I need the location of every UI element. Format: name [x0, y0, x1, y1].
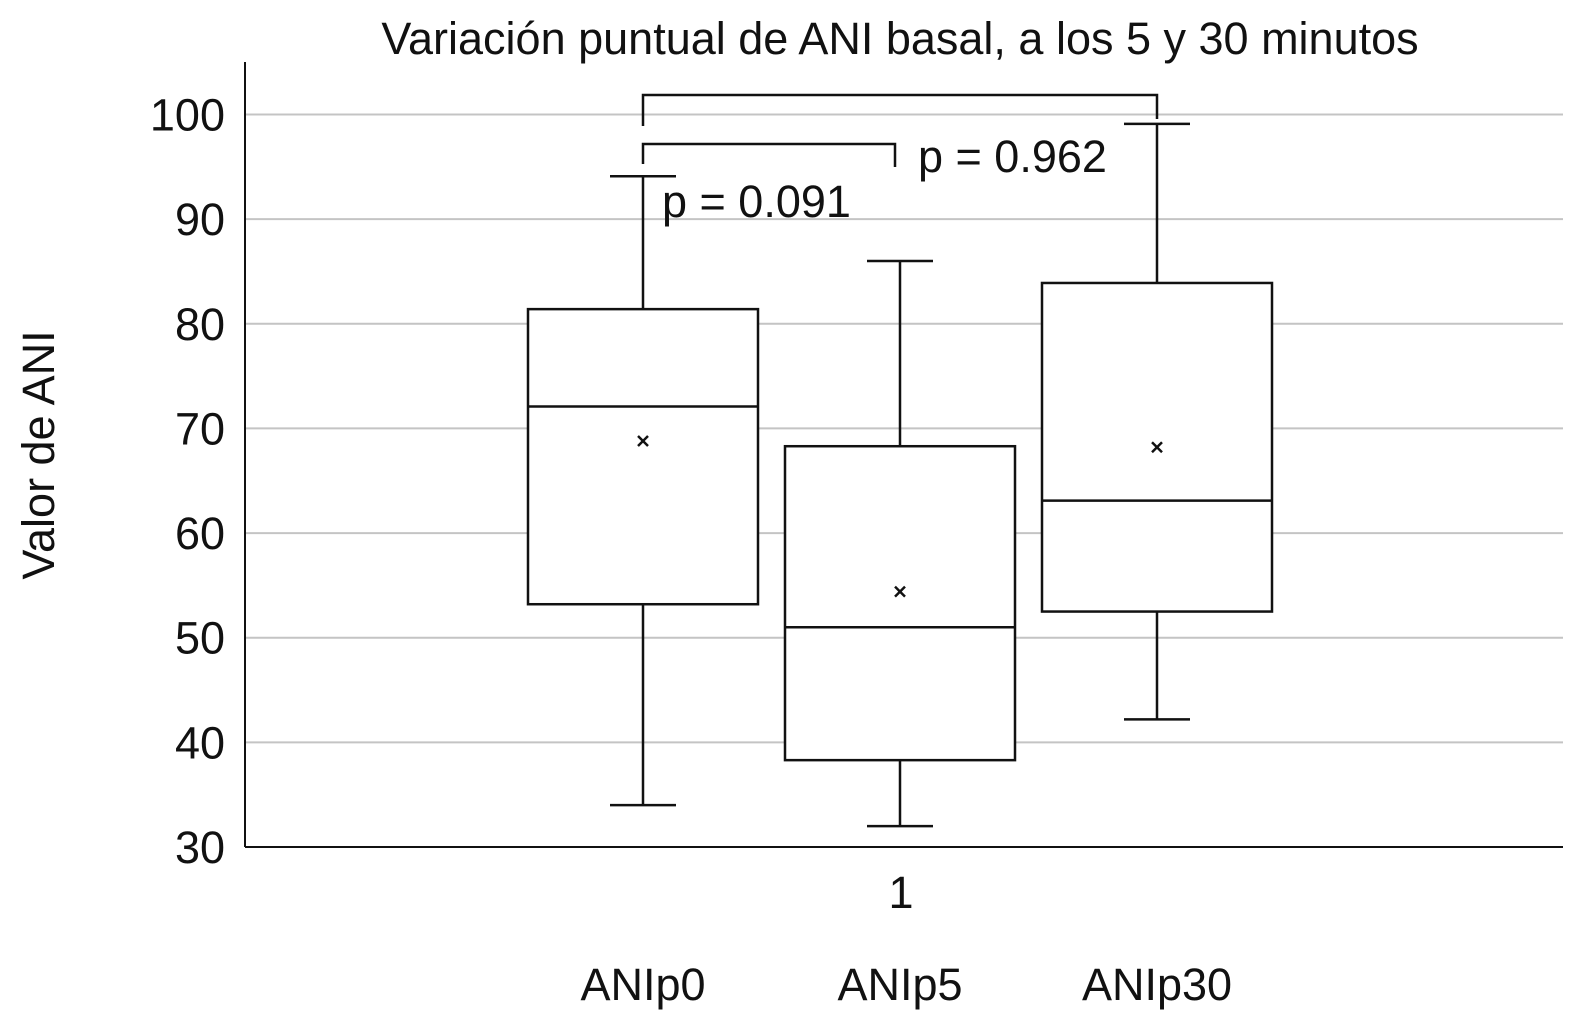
- iqr-box: [526, 307, 760, 606]
- mean-marker: [637, 435, 649, 447]
- y-tick-labels: 30 40 50 60 70 80 90 100: [150, 90, 225, 874]
- chart-title: Variación puntual de ANI basal, a los 5 …: [381, 13, 1418, 64]
- category-label: ANIp30: [1082, 959, 1232, 1010]
- box-anip30: [1040, 122, 1274, 721]
- y-tick-label: 70: [175, 403, 225, 454]
- y-tick-label: 60: [175, 508, 225, 559]
- mean-marker: [1151, 441, 1163, 454]
- y-tick-label: 90: [175, 194, 225, 245]
- box-series: [526, 122, 1274, 828]
- mean-marker: [894, 585, 906, 598]
- category-labels: ANIp0 ANIp5 ANIp30: [580, 959, 1232, 1010]
- significance-bracket: p = 0.962: [641, 93, 1159, 182]
- y-axis-label: Valor de ANI: [13, 330, 64, 579]
- axes: [244, 62, 1563, 848]
- p-value-label: p = 0.962: [918, 131, 1107, 182]
- y-tick-label: 40: [175, 717, 225, 768]
- box-anip5: [783, 259, 1017, 828]
- y-tick-label: 30: [175, 822, 225, 873]
- y-tick-label: 100: [150, 90, 225, 141]
- y-tick-label: 80: [175, 299, 225, 350]
- y-tick-label: 50: [175, 613, 225, 664]
- p-value-label: p = 0.091: [662, 176, 851, 227]
- iqr-box: [783, 444, 1017, 762]
- box-anip0: [526, 174, 760, 807]
- significance-brackets: p = 0.091 p = 0.962: [641, 93, 1159, 227]
- x-tick-label: 1: [888, 867, 913, 918]
- significance-bracket: p = 0.091: [641, 142, 897, 227]
- category-label: ANIp0: [580, 959, 705, 1010]
- category-label: ANIp5: [837, 959, 962, 1010]
